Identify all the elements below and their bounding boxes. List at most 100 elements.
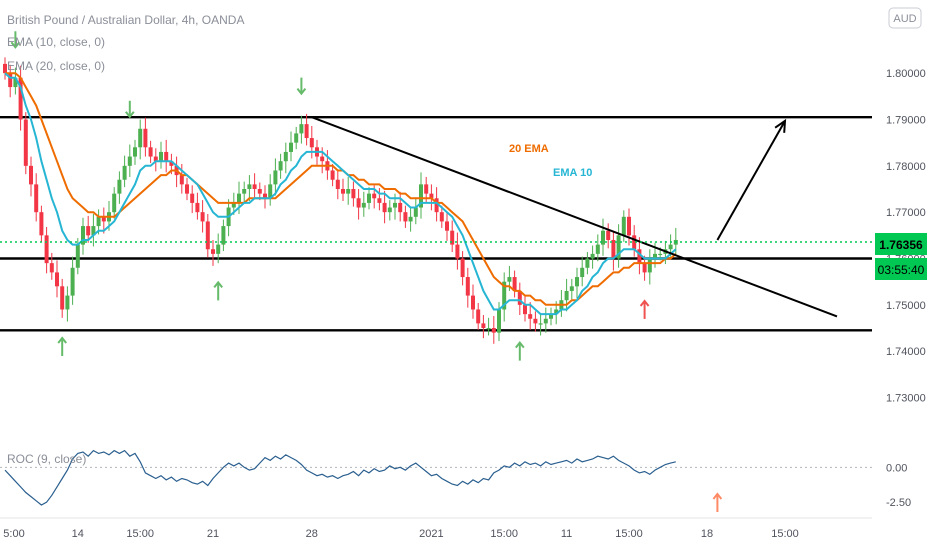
candle-body [590, 253, 595, 259]
candle-body [101, 216, 106, 222]
signal-arrow-head [639, 299, 650, 307]
candle-body [361, 202, 366, 208]
candle-body [606, 230, 611, 240]
candle [439, 205, 444, 228]
candle [273, 158, 278, 196]
candle-body [434, 198, 439, 213]
candle [408, 208, 413, 232]
signal-arrow-down [125, 100, 135, 119]
candle [549, 307, 553, 326]
candle [117, 171, 122, 204]
candle-body [237, 193, 241, 203]
candle [632, 225, 637, 257]
candle [450, 220, 455, 253]
candle-body [543, 318, 548, 324]
price-tick-label: 1.74000 [886, 346, 926, 358]
projection-arrow-line [716, 120, 786, 241]
candle [627, 208, 631, 246]
candle [601, 218, 605, 256]
ema20-line [5, 72, 677, 306]
signal-arrow-up [712, 492, 723, 512]
candle-body [330, 170, 335, 180]
candle [387, 200, 392, 221]
candle [304, 113, 309, 146]
time-axis-background [0, 518, 872, 550]
candle-body [377, 198, 382, 203]
candle-body [413, 207, 418, 217]
candle-body [75, 244, 80, 268]
candle-body [252, 184, 257, 190]
candle-body [528, 314, 533, 319]
candle-body [169, 161, 174, 166]
candle-body [601, 230, 605, 245]
annotation-ema-10: EMA 10 [553, 167, 592, 179]
candle-body [575, 277, 579, 287]
candle-body [60, 286, 65, 310]
candle-body [439, 212, 444, 222]
time-tick-label: 21 [207, 528, 219, 540]
candle [81, 217, 85, 255]
candle-body [185, 184, 189, 194]
candle [283, 142, 288, 174]
candle-body [455, 244, 460, 259]
signal-arrow-up [515, 341, 525, 361]
time-tick-label: 15:00 [126, 528, 154, 540]
candle-body [372, 193, 377, 199]
candle-body [481, 323, 486, 329]
candle [382, 190, 387, 224]
candle-body [127, 156, 132, 166]
signal-arrow-head [10, 41, 21, 49]
candle-body [112, 193, 117, 213]
candle-body [294, 133, 299, 143]
candle-body [382, 202, 387, 213]
roc-tick-label: -2.50 [886, 497, 911, 509]
candle-body [263, 193, 267, 199]
candle [502, 272, 507, 322]
ema20-legend: EMA (20, close, 0) [7, 59, 105, 73]
candle [278, 153, 283, 179]
candle [200, 200, 205, 233]
candle [195, 192, 200, 220]
candle-body [393, 202, 397, 208]
candle-body [476, 309, 481, 324]
candle [637, 237, 642, 275]
candle [533, 311, 538, 332]
candle-body [81, 226, 85, 245]
time-tick-label: 18 [701, 528, 713, 540]
candle-body [34, 184, 39, 213]
price-tick-label: 1.77000 [886, 207, 926, 219]
candle-body [29, 165, 33, 185]
candle [289, 131, 293, 162]
time-tick-label: 15:00 [490, 528, 518, 540]
candle [8, 64, 13, 98]
horizontal-levels-group [0, 115, 878, 332]
candle [335, 171, 340, 200]
candle [101, 207, 106, 234]
candle [569, 278, 574, 300]
currency-badge[interactable]: AUD [888, 7, 922, 29]
candle [55, 260, 59, 298]
candle-body [450, 230, 455, 245]
signal-arrow-up [639, 299, 650, 319]
candle [3, 57, 7, 80]
currency-badge-box[interactable] [888, 7, 922, 29]
candle-body [554, 309, 559, 315]
candle-body [632, 235, 637, 250]
candle-body [403, 212, 408, 222]
candle-body [497, 309, 501, 333]
candle-body [117, 179, 122, 194]
candle [159, 141, 163, 169]
candle-body [86, 226, 91, 236]
price-tick-label: 1.75000 [886, 300, 926, 312]
roc-axis-ticks: 0.00 -2.50 [886, 462, 911, 509]
candle-body [268, 184, 273, 199]
candle-body [642, 263, 647, 273]
candle [538, 314, 543, 336]
candle-body [309, 138, 314, 148]
signal-arrows-group [10, 31, 723, 512]
candle-body [627, 216, 631, 236]
candle-body [320, 156, 325, 162]
signal-arrow-head [213, 280, 223, 289]
